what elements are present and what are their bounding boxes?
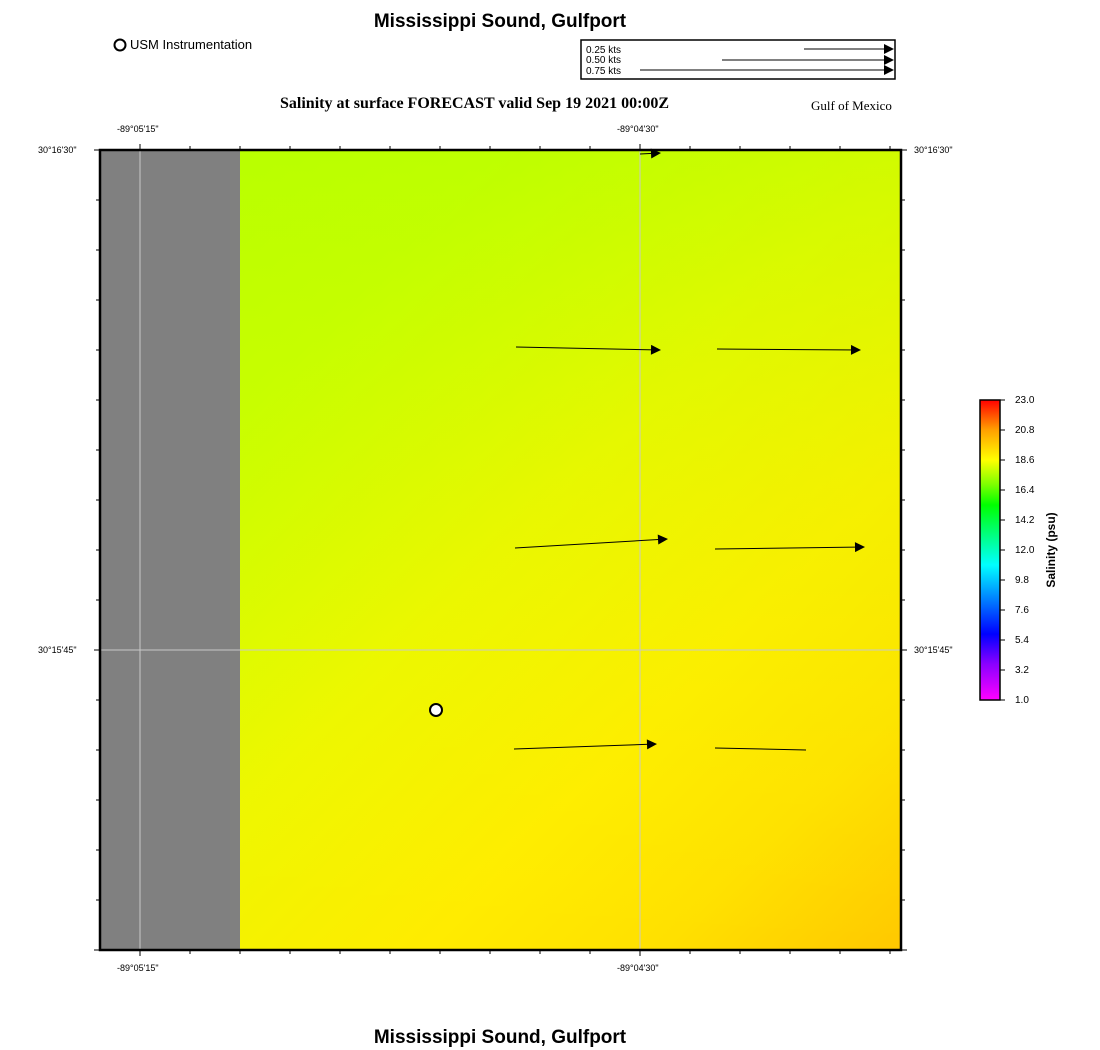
lon-tick-label-bottom: -89°05'15": [117, 963, 159, 973]
colorbar-tick-label: 20.8: [1015, 425, 1035, 436]
vector-key-label: 0.50 kts: [586, 55, 621, 66]
lon-tick-label-bottom: -89°04'30": [617, 963, 659, 973]
colorbar-tick-label: 14.2: [1015, 515, 1035, 526]
current-vector: [714, 542, 865, 553]
map-subtitle: Salinity at surface FORECAST valid Sep 1…: [280, 95, 670, 112]
colorbar-tick-label: 23.0: [1015, 395, 1035, 406]
station-legend-label: USM Instrumentation: [130, 37, 253, 52]
map-footer-title: Mississippi Sound, Gulfport: [373, 1027, 627, 1048]
current-vector: [514, 534, 668, 549]
lat-tick-label-left: 30°15'45": [38, 645, 77, 655]
current-vectors: [513, 148, 865, 751]
colorbar-tick-label: 7.6: [1015, 605, 1029, 616]
current-vector: [515, 344, 661, 355]
current-vector: [639, 148, 661, 159]
map-title: Mississippi Sound, Gulfport: [373, 11, 627, 32]
lon-tick-label-top: -89°05'15": [117, 124, 159, 134]
colorbar-tick-label: 18.6: [1015, 455, 1035, 466]
colorbar-tick-label: 3.2: [1015, 665, 1029, 676]
usm-station-marker: [429, 703, 443, 717]
frame-ticks: [94, 144, 907, 956]
station-legend-marker: [113, 38, 127, 52]
colorbar-tick-label: 16.4: [1015, 485, 1035, 496]
colorbar-tick-label: 9.8: [1015, 575, 1029, 586]
vector-key-label: 0.25 kts: [586, 45, 621, 56]
salinity-colorbar: 23.020.818.616.414.212.09.87.65.43.21.0 …: [979, 395, 1058, 706]
current-vector: [714, 747, 807, 751]
lat-tick-label-right: 30°15'45": [914, 645, 953, 655]
current-vector: [513, 739, 657, 750]
colorbar-tick-label: 5.4: [1015, 635, 1029, 646]
colorbar-tick-label: 12.0: [1015, 545, 1035, 556]
current-vector: [716, 344, 861, 355]
colorbar-tick-label: 1.0: [1015, 695, 1029, 706]
vector-key-label: 0.75 kts: [586, 66, 621, 77]
vector-scale-key: 0.25 kts 0.50 kts 0.75 kts: [580, 39, 896, 80]
lat-tick-label-left: 30°16'30": [38, 145, 77, 155]
land-area: [100, 150, 240, 950]
lat-tick-label-right: 30°16'30": [914, 145, 953, 155]
region-label: Gulf of Mexico: [811, 98, 892, 113]
graticule: [100, 150, 901, 950]
colorbar-gradient: [979, 399, 1001, 701]
colorbar-title: Salinity (psu): [1044, 512, 1058, 587]
lon-tick-label-top: -89°04'30": [617, 124, 659, 134]
